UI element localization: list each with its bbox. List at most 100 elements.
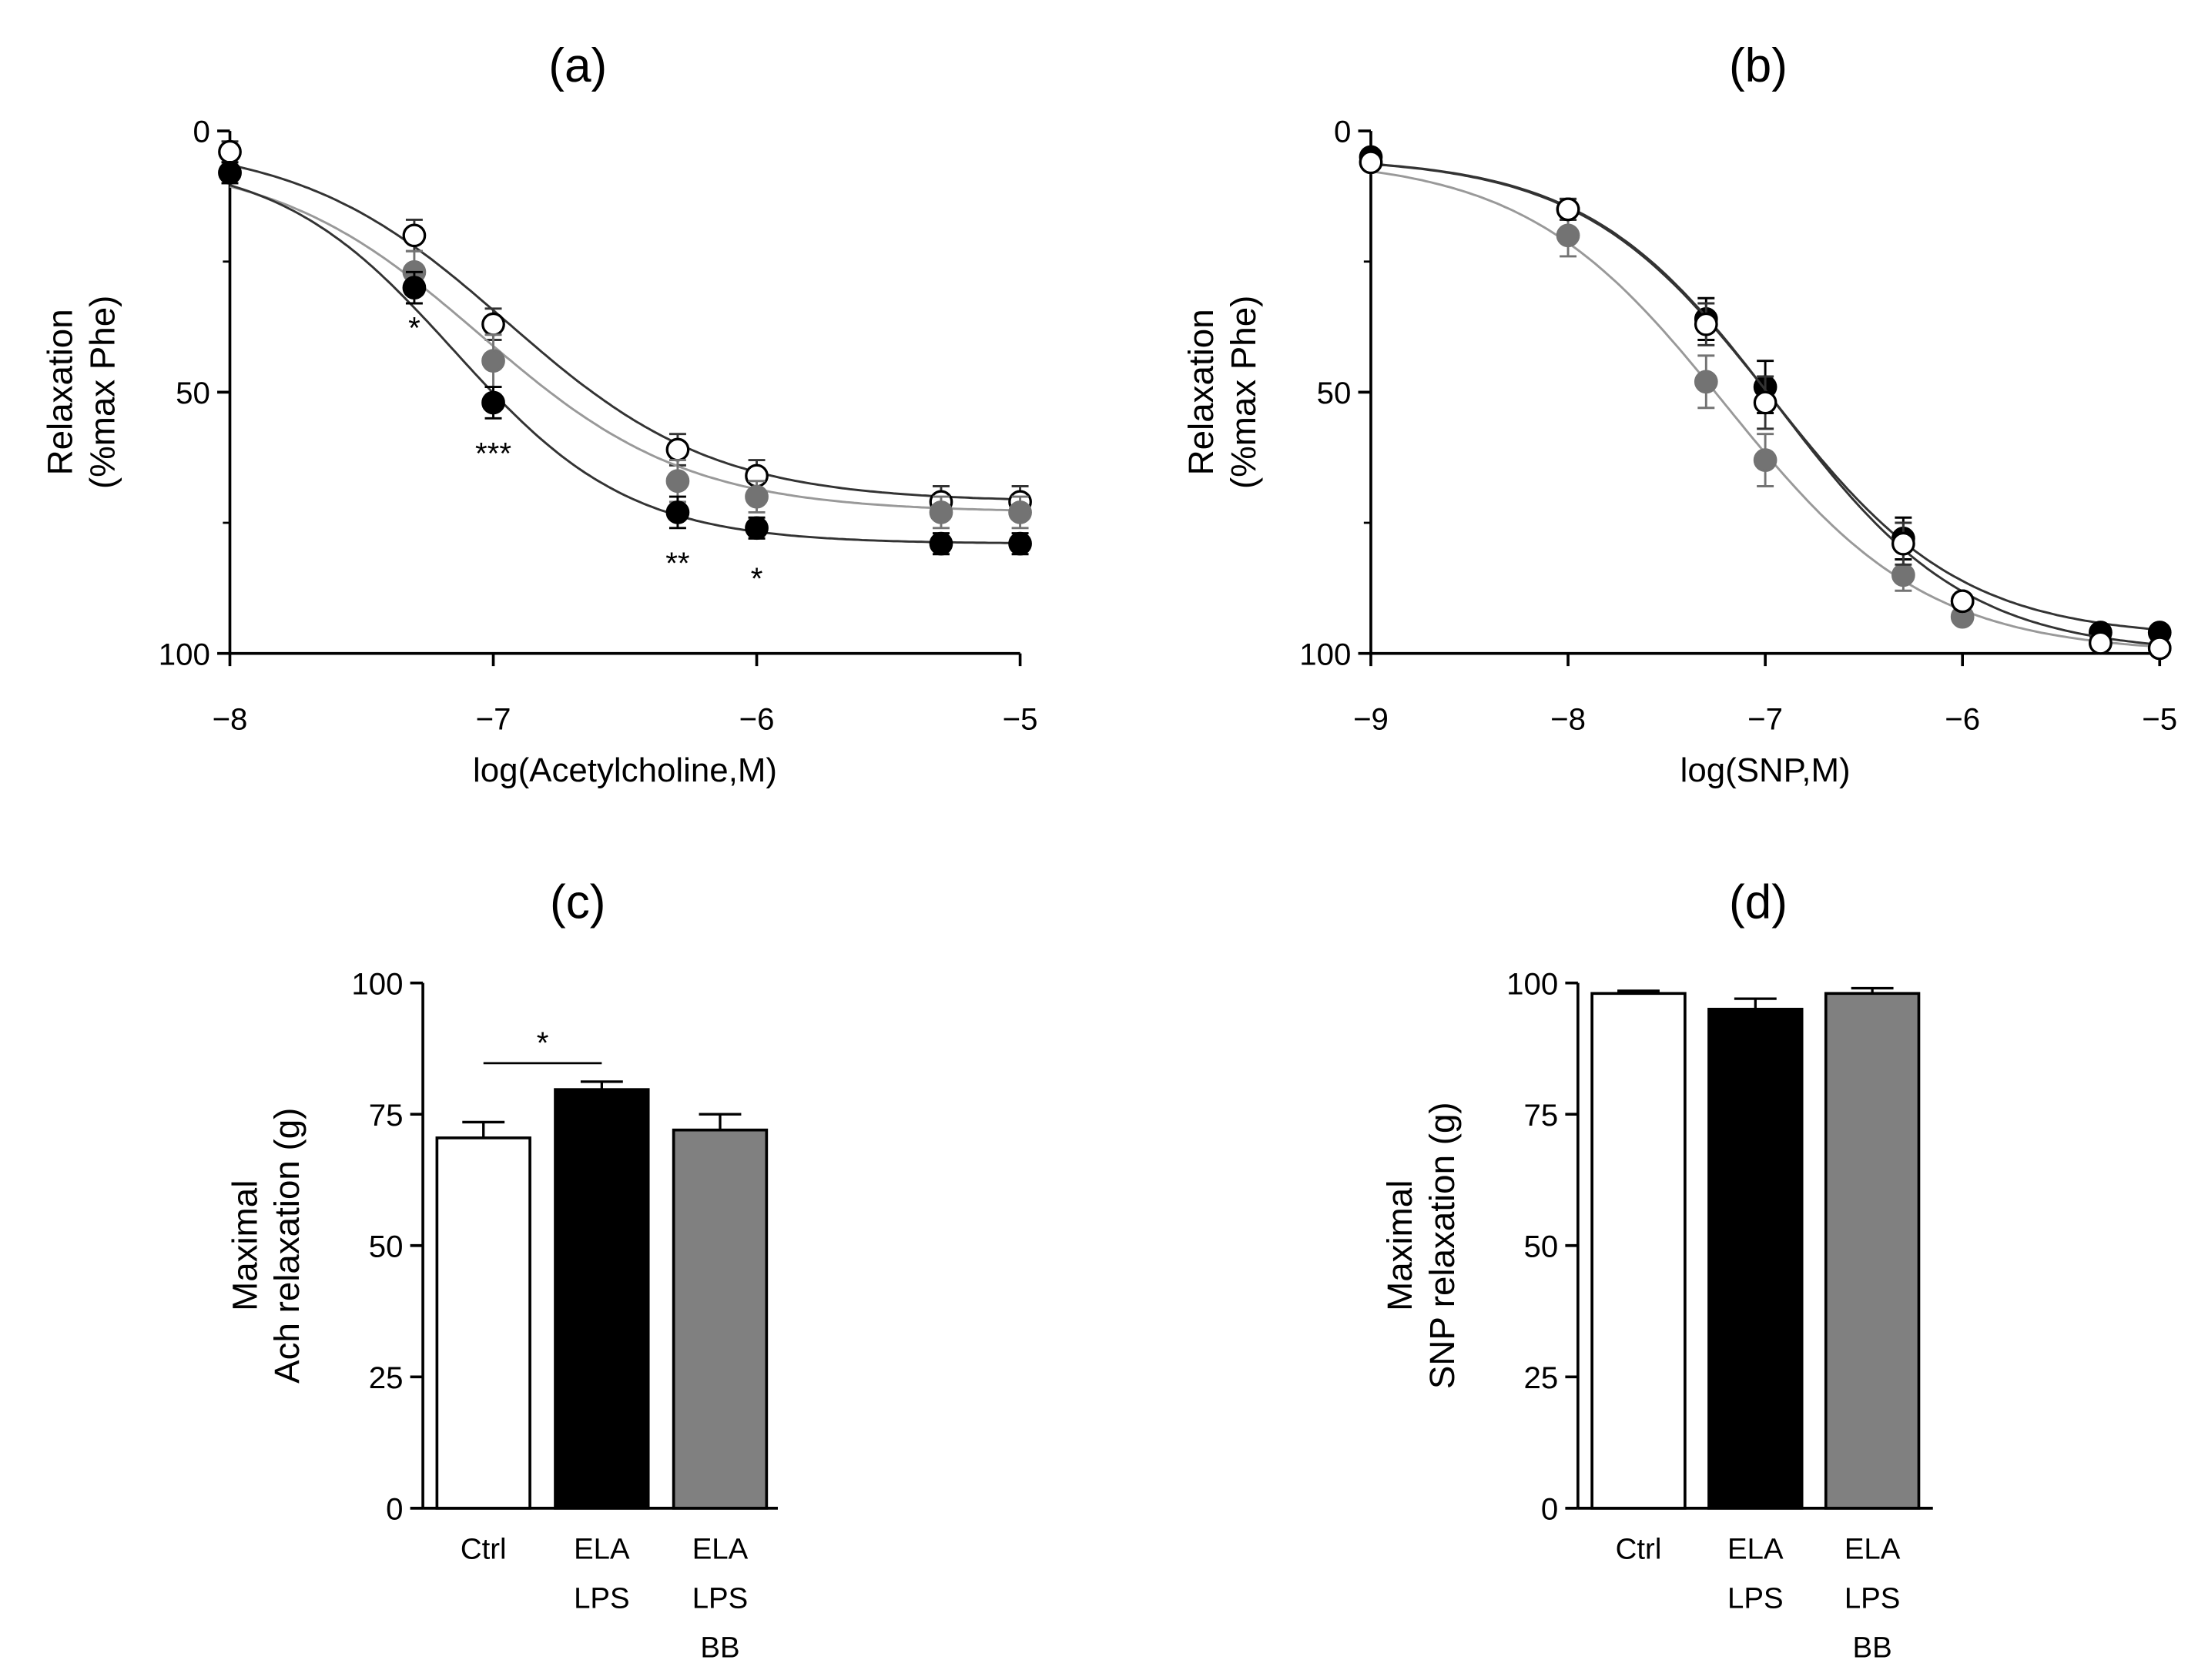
y-axis-label-line: (%max Phe) [83, 296, 122, 490]
category-label: Ctrl [1616, 1533, 1662, 1566]
y-tick-label: 100 [1506, 966, 1558, 1001]
bar [435, 1136, 531, 1510]
significance-marker: * [408, 310, 421, 345]
x-tick-label: −5 [2142, 701, 2177, 736]
fit-curve [230, 185, 1020, 512]
y-tick-label: 75 [1524, 1098, 1559, 1133]
category-label: ELA [574, 1533, 630, 1566]
category-label: ELA [692, 1533, 749, 1566]
x-tick-label: −7 [1747, 701, 1783, 736]
y-tick-label: 0 [193, 115, 210, 149]
y-tick-label: 100 [351, 966, 403, 1001]
x-tick-label: −5 [1003, 701, 1038, 736]
y-axis-label-line: Ach relaxation (g) [267, 1108, 307, 1384]
data-point [2147, 636, 2172, 661]
panel-title: (b) [1729, 39, 1788, 92]
y-axis-label: Maximal Ach relaxation (g) [225, 1108, 307, 1384]
y-tick-label: 0 [386, 1491, 403, 1526]
data-point [929, 500, 953, 524]
y-axis-label-line: Relaxation [1181, 309, 1221, 475]
data-point [1359, 150, 1383, 175]
y-tick-label: 100 [1299, 637, 1351, 671]
data-point [218, 139, 242, 164]
data-point [218, 161, 242, 185]
panel-title: (c) [550, 876, 606, 929]
category-label: LPS [574, 1582, 630, 1615]
y-tick-label: 50 [1317, 376, 1352, 410]
y-axis-label-line: Maximal [1380, 1180, 1419, 1311]
panel-d: (d) 0 25 50 75 100 Maximal SNP relaxation (g) Ct… [1380, 876, 1933, 1665]
data-point [481, 390, 505, 415]
y-tick-label: 75 [369, 1098, 404, 1133]
data-point [1891, 531, 1915, 556]
y-tick-label: 25 [1524, 1360, 1559, 1395]
y-tick-label: 50 [176, 376, 210, 410]
data-point [1694, 370, 1718, 394]
data-point [1556, 223, 1580, 248]
y-tick-label: 0 [1334, 115, 1351, 149]
bar [554, 1088, 650, 1510]
data-point [481, 312, 505, 336]
x-tick-label: −8 [1550, 701, 1586, 736]
data-point [402, 276, 427, 300]
data-point [665, 500, 690, 524]
panel-c: (c) 0 25 50 75 100 Maximal Ach relaxation (g) Ct… [225, 876, 778, 1665]
data-point [665, 469, 690, 494]
bar [672, 1128, 769, 1510]
data-point [481, 349, 505, 373]
series-ctrl [1359, 150, 2172, 661]
panel-title: (d) [1729, 876, 1788, 929]
bar [1707, 1007, 1804, 1510]
data-point [1008, 531, 1032, 556]
y-tick-label: 25 [369, 1360, 404, 1395]
x-tick-label: −6 [739, 701, 775, 736]
x-axis-label: log(SNP,M) [1680, 751, 1851, 789]
y-tick-label: 50 [369, 1229, 404, 1263]
panel-title: (a) [548, 39, 607, 92]
bar [1590, 992, 1687, 1510]
y-tick-label: 100 [159, 637, 210, 671]
category-label: ELA [1845, 1533, 1901, 1566]
data-point [2089, 631, 2113, 655]
x-tick-label: −8 [213, 701, 248, 736]
y-axis-label-line: SNP relaxation (g) [1422, 1102, 1462, 1389]
data-point [1556, 197, 1580, 222]
category-label: BB [700, 1631, 739, 1665]
significance-marker: * [537, 1026, 549, 1060]
category-label: BB [1853, 1631, 1892, 1665]
category-label: ELA [1727, 1533, 1784, 1566]
data-point [402, 223, 427, 248]
y-tick-label: 0 [1541, 1491, 1558, 1526]
data-point [1891, 563, 1915, 587]
panel-a: (a) 0 50 100−8 −7 −6 −5 log(Acetylcholine,M) Rel… [41, 39, 1038, 789]
y-tick-label: 50 [1524, 1229, 1559, 1263]
series-ctrl [218, 139, 1032, 519]
y-axis-label: Relaxation (%max Phe) [41, 296, 122, 490]
data-point [1694, 312, 1718, 336]
x-axis-label: log(Acetylcholine,M) [473, 751, 777, 789]
fit-curve [230, 184, 1020, 544]
fit-curve [230, 163, 1020, 501]
x-tick-label: −7 [476, 701, 511, 736]
data-point [1753, 448, 1777, 472]
category-label: LPS [1727, 1582, 1784, 1615]
x-tick-label: −6 [1945, 701, 1980, 736]
data-point [745, 516, 769, 540]
series-ela-lps [218, 161, 1032, 556]
x-tick-label: −9 [1353, 701, 1389, 736]
data-point [745, 484, 769, 509]
category-label: LPS [692, 1582, 749, 1615]
y-axis-label: Relaxation (%max Phe) [1181, 296, 1263, 490]
data-point [1008, 500, 1032, 524]
y-axis-label: Maximal SNP relaxation (g) [1380, 1102, 1462, 1389]
bar [1824, 992, 1921, 1510]
category-label: Ctrl [461, 1533, 507, 1566]
panel-b: (b) 0 50 100−9 −8 −7 −6 −5 log(SNP,M) Relaxation(… [1181, 39, 2177, 789]
significance-marker: * [751, 561, 763, 596]
series-ela-lps-bb [218, 161, 1032, 530]
category-label: LPS [1845, 1582, 1901, 1615]
y-axis-label-line: Maximal [225, 1180, 264, 1311]
data-point [665, 437, 690, 462]
significance-marker: ** [665, 546, 690, 581]
